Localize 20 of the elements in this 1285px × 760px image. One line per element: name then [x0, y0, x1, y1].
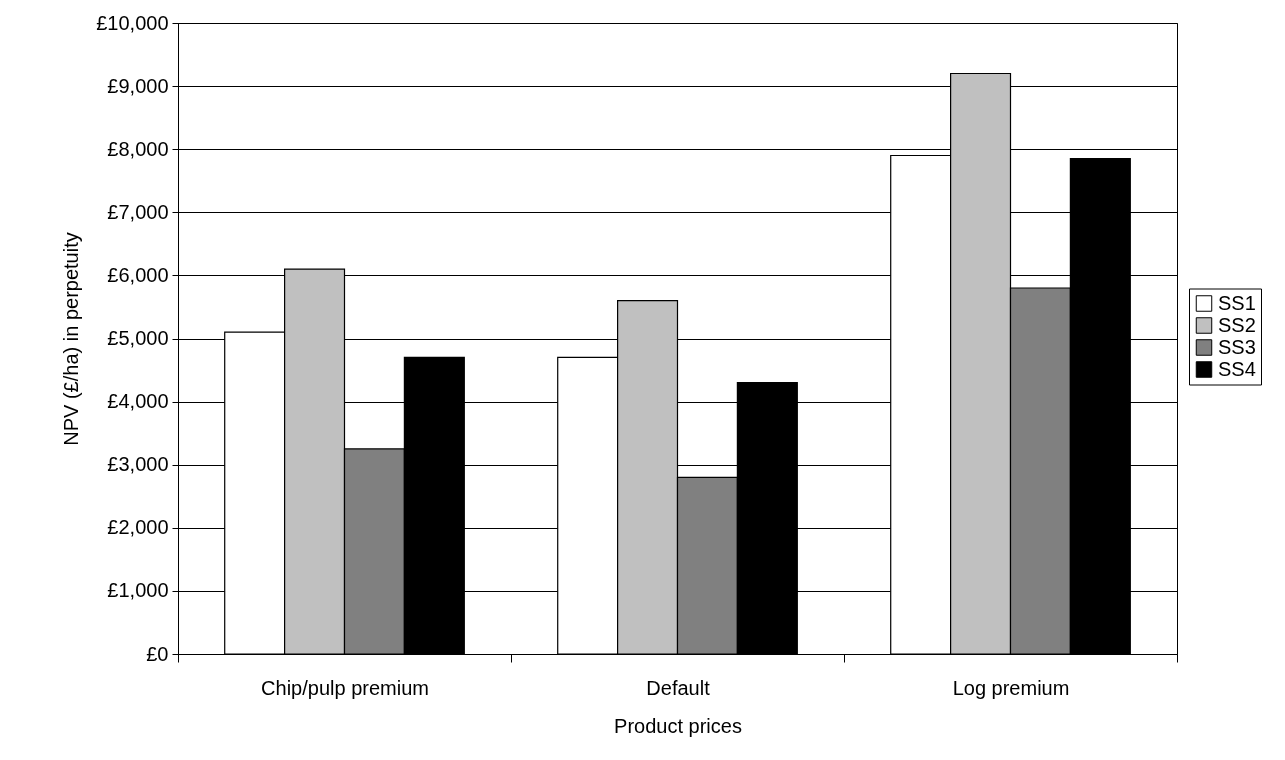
- legend-label: SS4: [1218, 357, 1256, 380]
- y-tick-label: £5,000: [107, 327, 169, 349]
- x-axis-title: Product prices: [614, 714, 742, 737]
- x-tick-label: Default: [646, 676, 711, 699]
- x-tick-label: Log premium: [952, 676, 1070, 699]
- y-tick-label: £10,000: [96, 11, 169, 34]
- legend-label: SS2: [1218, 313, 1256, 336]
- legend-label: SS3: [1218, 335, 1256, 358]
- y-tick-label: £7,000: [107, 200, 169, 223]
- x-tick-label: Chip/pulp premium: [261, 676, 429, 699]
- y-tick-label: £6,000: [107, 263, 169, 286]
- y-tick-label: £9,000: [107, 74, 169, 97]
- y-tick-label: £4,000: [107, 390, 169, 413]
- y-tick-label: £3,000: [107, 453, 169, 476]
- y-tick-label: £1,000: [107, 579, 169, 602]
- y-tick-label: £0: [146, 642, 169, 665]
- y-axis-title: NPV (£/ha) in perpetuity: [60, 232, 83, 446]
- y-tick-label: £2,000: [107, 516, 169, 539]
- legend-label: SS1: [1218, 291, 1256, 314]
- y-tick-label: £8,000: [107, 137, 169, 160]
